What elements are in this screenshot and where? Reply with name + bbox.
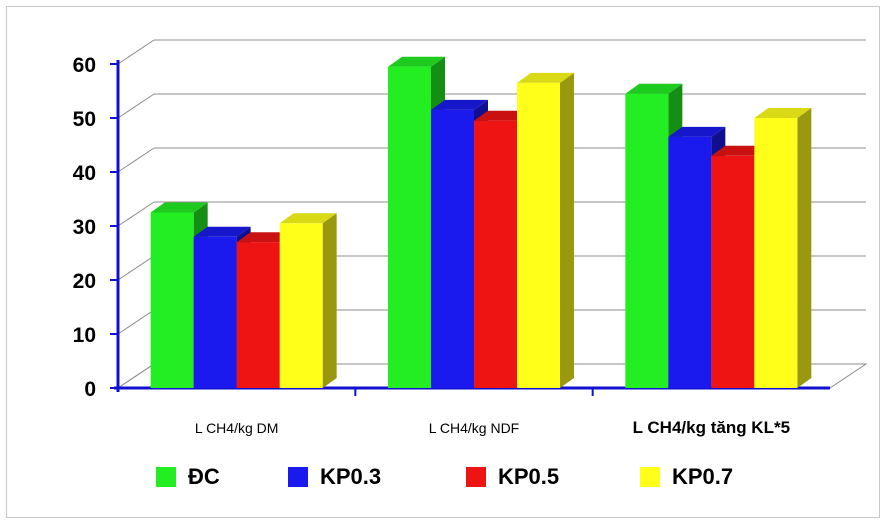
legend-item-kp05: KP0.5 bbox=[466, 464, 559, 490]
bar-front bbox=[517, 82, 560, 389]
bar bbox=[517, 72, 574, 389]
bar-front bbox=[193, 236, 237, 388]
legend-label-kp07: KP0.7 bbox=[672, 464, 734, 489]
gridline-depth bbox=[117, 201, 155, 227]
legend-label-kp05: KP0.5 bbox=[498, 464, 560, 489]
bar-top bbox=[625, 83, 683, 94]
y-tick-label: 20 bbox=[73, 270, 96, 293]
x-category-label: L CH4/kg tăng KL*5 bbox=[633, 418, 790, 437]
legend-swatch-dc bbox=[156, 467, 176, 487]
bar-top bbox=[431, 99, 488, 110]
bar-side bbox=[560, 72, 574, 389]
bar bbox=[754, 108, 812, 388]
bar-front bbox=[236, 242, 280, 388]
legend-label-kp03: KP0.3 bbox=[320, 464, 382, 489]
bar-top bbox=[388, 56, 445, 67]
bar-top bbox=[279, 213, 337, 224]
bar-front bbox=[474, 120, 517, 388]
bar-front bbox=[388, 66, 431, 388]
bar-front bbox=[150, 212, 194, 388]
y-tick-label: 0 bbox=[84, 378, 96, 401]
bar-side bbox=[322, 213, 337, 388]
gridline-depth bbox=[117, 147, 155, 173]
bar-front bbox=[431, 109, 474, 389]
bar-front bbox=[625, 93, 669, 388]
bar-side bbox=[797, 108, 812, 388]
bar-top bbox=[236, 232, 294, 243]
legend-swatch-kp07 bbox=[640, 467, 660, 487]
y-tick-label: 30 bbox=[73, 216, 96, 239]
y-tick-label: 40 bbox=[73, 162, 96, 185]
y-tick-label: 10 bbox=[73, 324, 96, 347]
bar-top bbox=[517, 72, 574, 83]
gridline-depth bbox=[117, 255, 155, 281]
bar-top bbox=[193, 226, 251, 237]
legend-label-dc: ĐC bbox=[188, 464, 220, 489]
x-category-label: L CH4/kg NDF bbox=[429, 420, 520, 436]
bar-front bbox=[711, 155, 755, 388]
bar-top bbox=[474, 110, 531, 121]
gridline-depth bbox=[117, 93, 155, 119]
y-tick-label: 50 bbox=[73, 108, 96, 131]
legend-swatch-kp03 bbox=[288, 467, 308, 487]
gridline-depth bbox=[117, 39, 155, 65]
y-tick-label: 60 bbox=[73, 54, 96, 77]
legend-item-dc: ĐC bbox=[156, 464, 220, 490]
legend: ĐC KP0.3 KP0.5 KP0.7 bbox=[0, 464, 886, 504]
bar bbox=[279, 213, 337, 388]
bar-top bbox=[150, 202, 208, 213]
x-category-label: L CH4/kg DM bbox=[195, 420, 279, 436]
bar-front bbox=[754, 118, 798, 388]
legend-item-kp07: KP0.7 bbox=[640, 464, 733, 490]
legend-swatch-kp05 bbox=[466, 467, 486, 487]
bar-top bbox=[711, 145, 769, 156]
bar-front bbox=[279, 223, 323, 388]
bar-top bbox=[668, 126, 726, 137]
legend-item-kp03: KP0.3 bbox=[288, 464, 381, 490]
bar-front bbox=[668, 136, 712, 388]
gridline-depth bbox=[117, 309, 155, 335]
bar-top bbox=[754, 108, 812, 118]
